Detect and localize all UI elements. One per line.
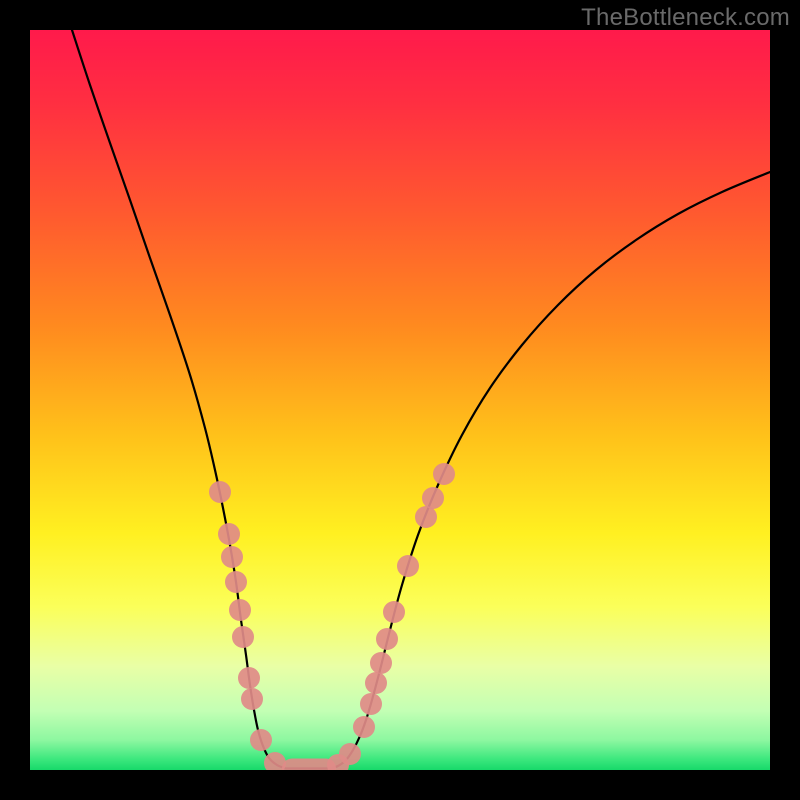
- gradient-background: [30, 30, 770, 770]
- data-dot: [353, 716, 375, 738]
- data-dot: [209, 481, 231, 503]
- data-dot: [221, 546, 243, 568]
- data-dot: [241, 688, 263, 710]
- watermark-text: TheBottleneck.com: [581, 4, 790, 32]
- plot-area: [30, 30, 770, 770]
- data-dot: [229, 599, 251, 621]
- data-dot: [422, 487, 444, 509]
- data-dot: [218, 523, 240, 545]
- plot-svg: [30, 30, 770, 770]
- data-dot: [397, 555, 419, 577]
- data-dot: [383, 601, 405, 623]
- data-dot: [339, 743, 361, 765]
- data-dot: [415, 506, 437, 528]
- data-dot: [232, 626, 254, 648]
- data-dot: [365, 672, 387, 694]
- data-dot: [250, 729, 272, 751]
- data-dot: [370, 652, 392, 674]
- data-dot: [225, 571, 247, 593]
- data-dot: [433, 463, 455, 485]
- data-dot: [238, 667, 260, 689]
- data-dot: [360, 693, 382, 715]
- data-dot: [376, 628, 398, 650]
